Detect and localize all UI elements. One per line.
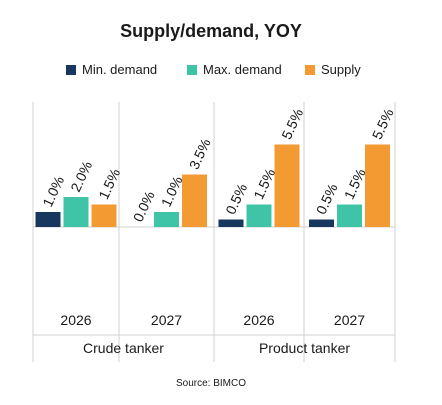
bar-supply-0 bbox=[91, 204, 117, 227]
bar-max-demand-2 bbox=[246, 204, 272, 227]
data-label-supply-1: 3.5% bbox=[186, 136, 214, 172]
bar-min-demand-2 bbox=[218, 219, 244, 227]
legend-swatch-supply bbox=[305, 65, 315, 75]
bar-max-demand-3 bbox=[337, 204, 362, 227]
group-label-crude-tanker: Crude tanker bbox=[83, 340, 164, 356]
data-label-supply-2: 5.5% bbox=[278, 106, 306, 142]
legend-label-min-demand: Min. demand bbox=[82, 62, 157, 77]
bar-supply-2 bbox=[274, 144, 300, 227]
data-label-max-demand-2: 1.5% bbox=[250, 166, 278, 202]
bar-supply-1 bbox=[182, 174, 207, 227]
bar-supply-3 bbox=[365, 144, 390, 227]
legend-label-supply: Supply bbox=[321, 62, 361, 77]
bar-max-demand-1 bbox=[154, 212, 179, 227]
tick-label-2026-0: 2026 bbox=[60, 312, 91, 328]
data-label-min-demand-1: 0.0% bbox=[130, 189, 158, 225]
legend-label-max-demand: Max. demand bbox=[203, 62, 282, 77]
data-label-supply-3: 5.5% bbox=[369, 106, 397, 142]
data-label-min-demand-0: 1.0% bbox=[39, 174, 67, 210]
source-note: Source: BIMCO bbox=[176, 378, 246, 389]
bar-min-demand-0 bbox=[35, 212, 61, 227]
chart-title: Supply/demand, YOY bbox=[120, 21, 302, 41]
legend: Min. demand Max. demand Supply bbox=[66, 62, 361, 77]
tick-label-2027-1: 2027 bbox=[151, 312, 182, 328]
data-label-min-demand-3: 0.5% bbox=[313, 181, 341, 217]
group-label-product-tanker: Product tanker bbox=[259, 340, 350, 356]
data-label-max-demand-1: 1.0% bbox=[158, 174, 186, 210]
legend-swatch-max-demand bbox=[187, 65, 197, 75]
legend-swatch-min-demand bbox=[66, 65, 76, 75]
tick-label-2026-2: 2026 bbox=[243, 312, 274, 328]
data-label-min-demand-2: 0.5% bbox=[222, 181, 250, 217]
data-label-max-demand-0: 2.0% bbox=[67, 159, 95, 195]
bar-min-demand-3 bbox=[309, 219, 334, 227]
bar-max-demand-0 bbox=[63, 197, 89, 227]
tick-label-2027-3: 2027 bbox=[334, 312, 365, 328]
data-label-max-demand-3: 1.5% bbox=[341, 166, 369, 202]
